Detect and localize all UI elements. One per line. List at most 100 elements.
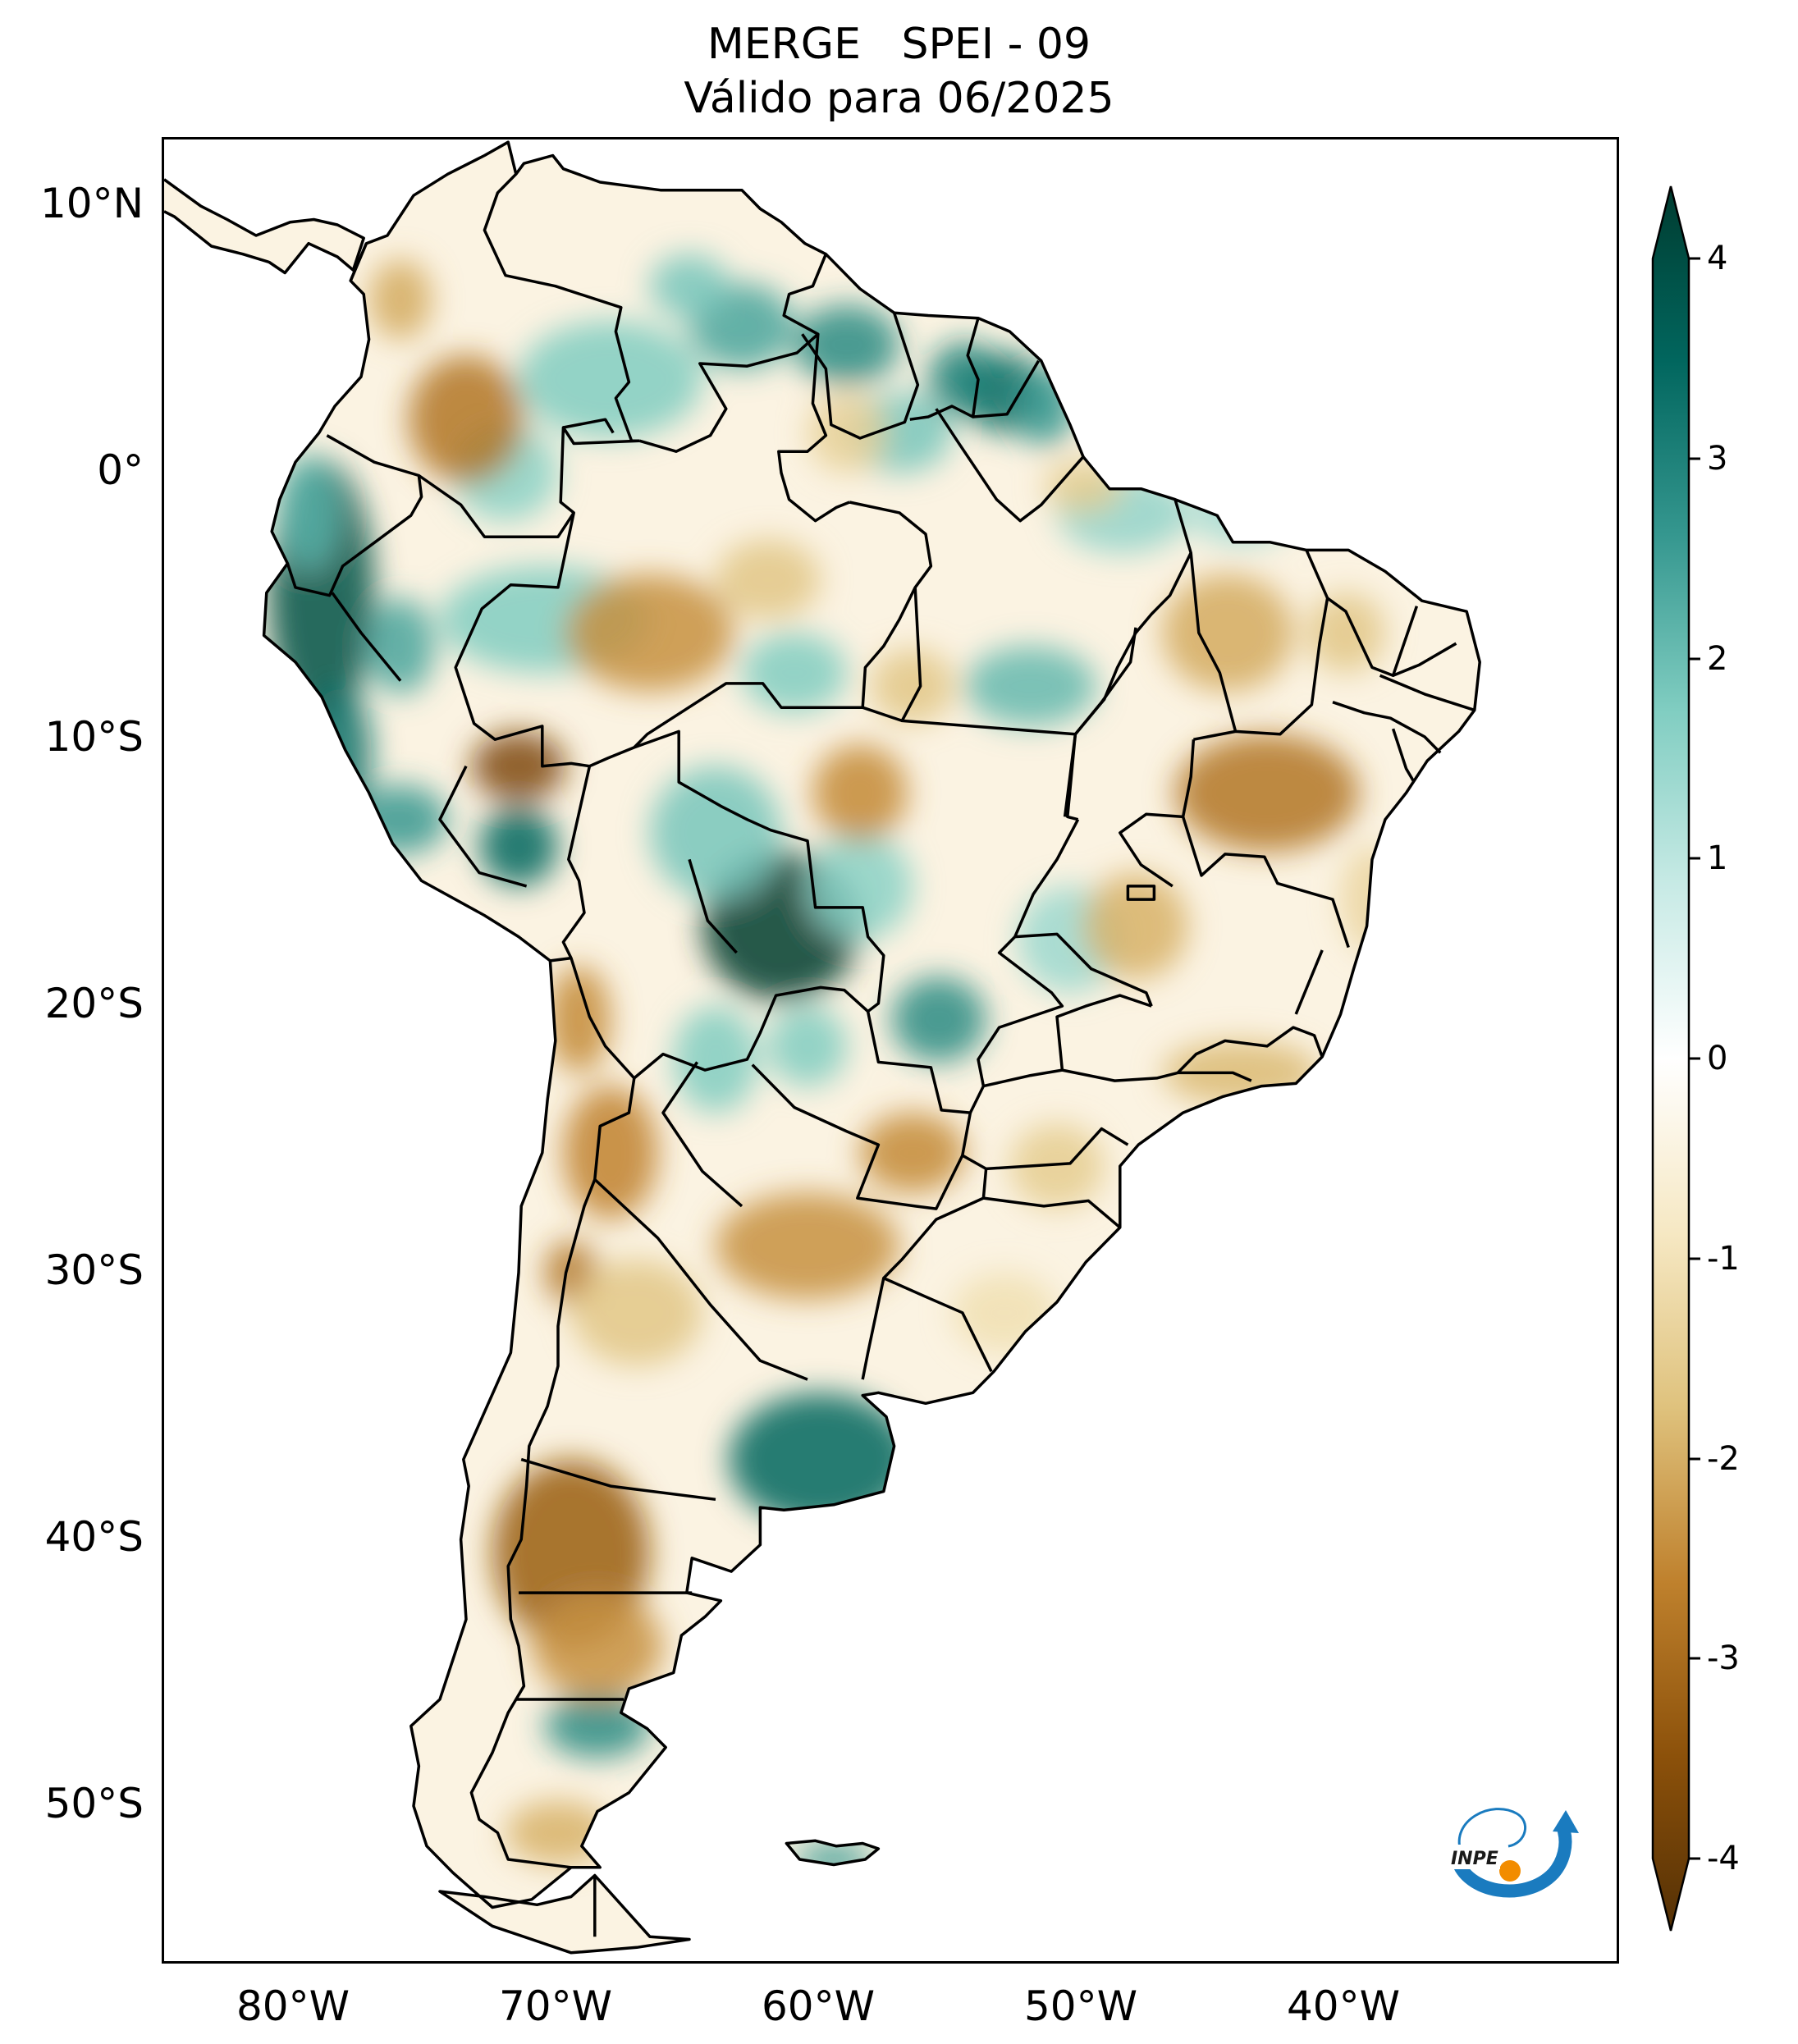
- country-border: [550, 956, 572, 963]
- spei-anomaly-patch: [768, 1006, 847, 1086]
- lon-label: 40°W: [1286, 1982, 1401, 2030]
- colorbar-tick: [1689, 1057, 1700, 1060]
- lon-label: 50°W: [1023, 1982, 1138, 2030]
- state-border: [777, 334, 850, 523]
- spei-anomaly-patch: [650, 766, 781, 900]
- colorbar-tick: [1689, 1857, 1700, 1860]
- country-border: [801, 312, 920, 440]
- lon-label: 80°W: [236, 1982, 350, 2030]
- country-border: [633, 985, 869, 1080]
- state-border: [1055, 994, 1252, 1082]
- state-border: [593, 1178, 808, 1381]
- lat-label: 10°S: [44, 713, 144, 761]
- country-border: [483, 172, 640, 442]
- country-border: [349, 243, 368, 281]
- state-border: [968, 818, 1080, 1113]
- colorbar-tick-label: -3: [1707, 1639, 1740, 1678]
- spei-anomaly-patch: [532, 1593, 663, 1700]
- state-border: [1392, 642, 1457, 677]
- state-border: [520, 1457, 716, 1502]
- spei-anomaly-patch: [1012, 366, 1076, 446]
- inpe-logo: INPE: [1449, 1808, 1579, 1898]
- state-border: [438, 765, 528, 888]
- spei-anomaly-patch: [408, 355, 524, 484]
- state-border: [1379, 674, 1475, 712]
- state-border: [633, 501, 933, 749]
- state-border: [986, 1127, 1129, 1171]
- coastline: [262, 140, 1481, 1909]
- state-border: [1014, 932, 1153, 1007]
- spei-anomaly-patch: [368, 259, 432, 340]
- spei-anomaly-patch: [353, 784, 448, 854]
- colorbar-tick: [1689, 257, 1700, 260]
- spei-anomaly-patch: [716, 539, 821, 620]
- country-border: [286, 434, 423, 597]
- colorbar-tick-label: 2: [1707, 639, 1728, 678]
- spei-anomaly-patch: [563, 1086, 658, 1220]
- lon-label: 60°W: [761, 1982, 876, 2030]
- country-border: [751, 1063, 964, 1210]
- state-border: [661, 1061, 743, 1208]
- spei-anomaly-patch: [673, 1006, 758, 1113]
- state-border: [1181, 816, 1350, 949]
- colorbar-tick-label: -2: [1707, 1439, 1740, 1478]
- spei-anomaly-patch: [565, 574, 734, 692]
- spei-anomaly-patch: [807, 832, 913, 940]
- lat-label: 30°S: [44, 1246, 144, 1295]
- state-border: [688, 858, 738, 954]
- colorbar-tick: [1689, 1657, 1700, 1660]
- colorbar-tick: [1689, 457, 1700, 460]
- state-border: [1332, 701, 1442, 754]
- lat-label: 40°S: [44, 1513, 144, 1562]
- map-title: MERGE SPEI - 09: [707, 20, 1091, 69]
- state-border: [1074, 627, 1137, 735]
- state-border: [983, 1196, 1121, 1229]
- coastline-tierra-del-fuego: [438, 1873, 691, 1955]
- country-border: [638, 254, 828, 453]
- spei-anomaly-patch: [952, 1273, 1057, 1353]
- state-border: [1176, 1026, 1324, 1074]
- country-border: [861, 1278, 885, 1380]
- spei-anomaly-patch: [870, 648, 955, 724]
- country-border: [972, 359, 1041, 418]
- colorbar-tick: [1689, 1457, 1700, 1460]
- spei-anomaly-patch: [277, 454, 341, 572]
- state-border: [983, 1068, 1063, 1088]
- spei-anomaly-patch: [650, 254, 729, 318]
- lon-label: 70°W: [498, 1982, 613, 2030]
- map-canvas: [164, 140, 1481, 1955]
- spei-anomaly-patch: [812, 744, 908, 841]
- coastline-falklands: [785, 1839, 881, 1867]
- lat-label: 20°S: [44, 980, 144, 1028]
- state-border: [1326, 597, 1419, 677]
- colorbar-tick: [1689, 857, 1700, 860]
- spei-anomaly-patch: [571, 1259, 702, 1366]
- spei-anomaly-patch: [545, 1694, 650, 1758]
- state-border: [935, 408, 1085, 523]
- spei-anomaly-patch: [716, 1192, 899, 1300]
- colorbar-tick-label: 0: [1707, 1040, 1728, 1077]
- spei-anomaly-patch: [519, 320, 702, 438]
- spei-anomaly-patch: [547, 966, 611, 1073]
- state-border: [1391, 728, 1416, 784]
- spei-anomaly-patch: [366, 597, 435, 694]
- state-border: [563, 418, 615, 434]
- coastline-central-america: [164, 178, 365, 275]
- spei-anomaly-patch: [506, 1800, 611, 1865]
- spei-anomaly-patch: [928, 341, 1002, 417]
- state-border-df: [1126, 885, 1156, 901]
- colorbar-tick-label: -1: [1707, 1239, 1740, 1278]
- map-subtitle: Válido para 06/2025: [684, 74, 1114, 123]
- inpe-logo-text: INPE: [1451, 1849, 1498, 1869]
- spei-anomaly-patch: [1188, 480, 1293, 545]
- colorbar-tick: [1689, 1257, 1700, 1260]
- spei-anomaly-patch: [479, 806, 558, 886]
- spei-anomaly-patch: [309, 686, 372, 820]
- spei-anomaly-patch: [891, 976, 986, 1063]
- state-border: [1189, 552, 1238, 732]
- country-border: [866, 1011, 993, 1373]
- country-border: [418, 474, 575, 538]
- lat-label: 0°: [97, 446, 144, 495]
- spei-anomaly-patch: [794, 304, 899, 385]
- spei-anomaly-patch: [1162, 574, 1293, 692]
